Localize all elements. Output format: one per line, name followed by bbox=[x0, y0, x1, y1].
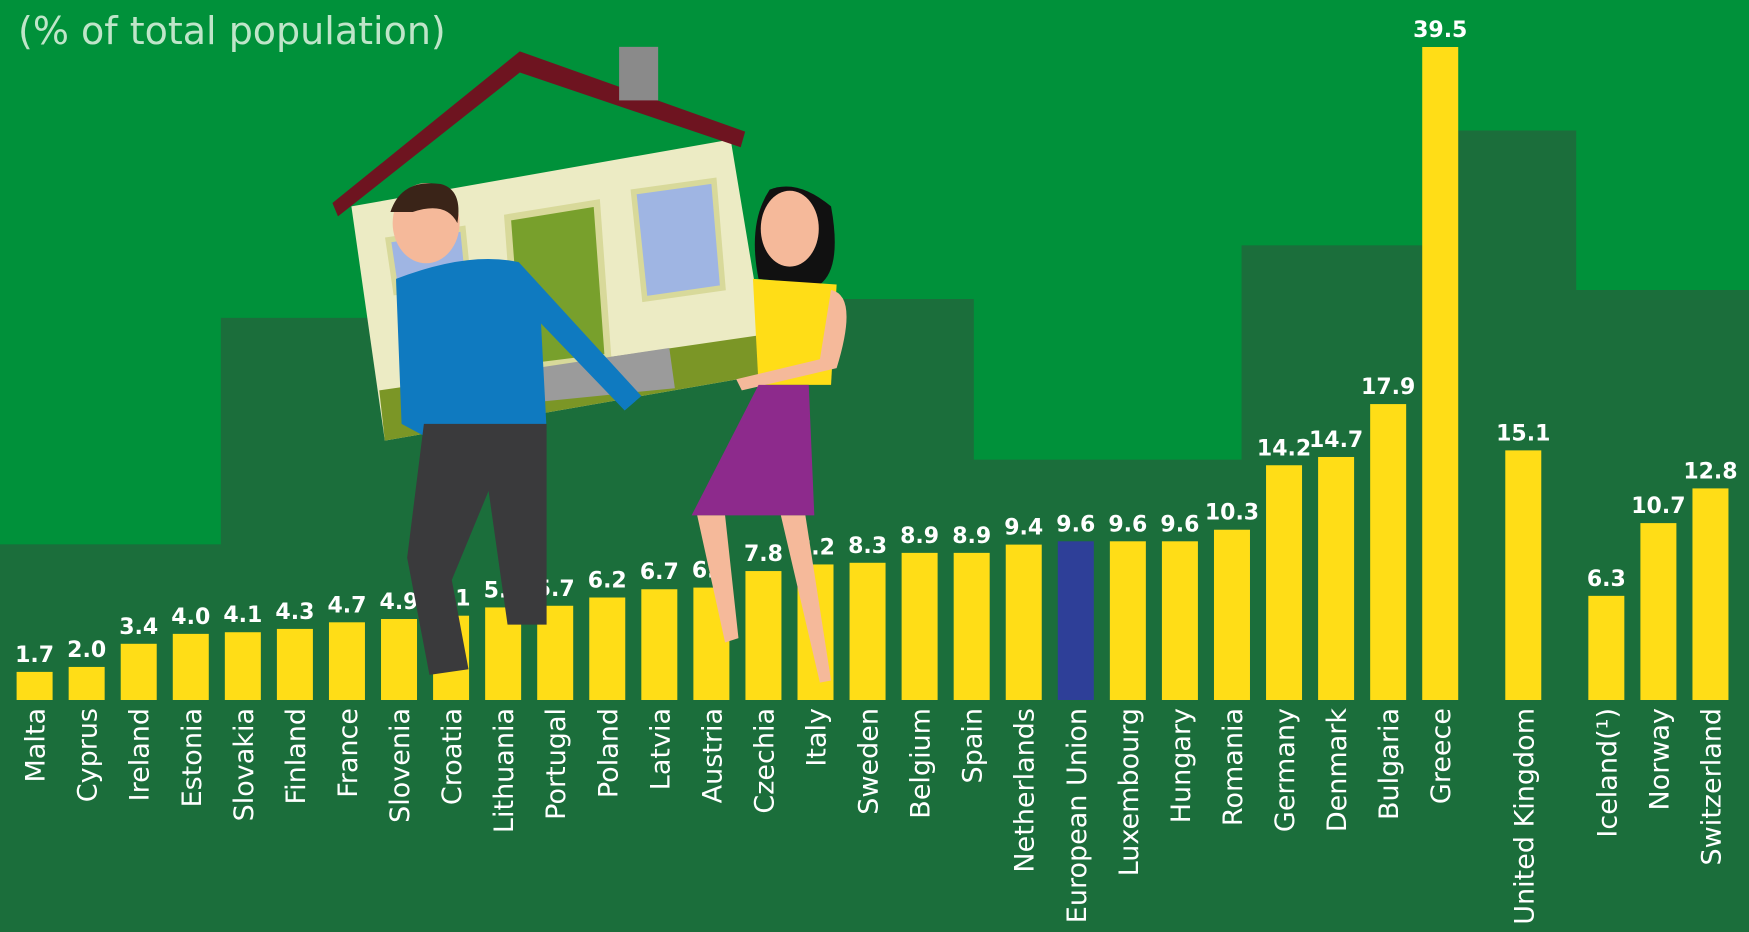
chart: (% of total population) 1.7 Malta 2.0 Cypru… bbox=[0, 0, 1749, 932]
bar bbox=[329, 622, 365, 700]
bar bbox=[1640, 523, 1676, 700]
x-tick-label: Estonia bbox=[177, 708, 208, 807]
value-label: 4.3 bbox=[275, 600, 314, 625]
x-tick-label: Switzerland bbox=[1696, 708, 1727, 866]
value-label: 4.7 bbox=[327, 593, 366, 618]
x-tick-label: United Kingdom bbox=[1509, 708, 1540, 925]
x-tick-label: European Union bbox=[1062, 708, 1093, 923]
value-label: 3.4 bbox=[119, 615, 158, 640]
x-tick-label: Portugal bbox=[541, 708, 572, 820]
value-label: 8.9 bbox=[952, 524, 991, 549]
x-tick-label: Slovakia bbox=[229, 708, 260, 821]
x-tick-label: Slovenia bbox=[385, 708, 416, 823]
x-tick-label: France bbox=[333, 708, 364, 798]
x-tick-label: Ireland bbox=[125, 708, 156, 801]
value-label: 9.6 bbox=[1056, 512, 1095, 537]
value-label: 15.1 bbox=[1496, 421, 1550, 446]
x-tick-label: Cyprus bbox=[73, 708, 104, 802]
bar bbox=[173, 634, 209, 700]
bar bbox=[17, 672, 53, 700]
value-label: 14.7 bbox=[1309, 428, 1363, 453]
bar bbox=[1588, 596, 1624, 700]
value-label: 6.3 bbox=[1587, 567, 1626, 592]
value-label: 2.0 bbox=[67, 638, 106, 663]
x-tick-label: Denmark bbox=[1322, 708, 1353, 832]
x-tick-label: Malta bbox=[21, 708, 52, 782]
bar bbox=[1058, 541, 1094, 700]
x-tick-label: Hungary bbox=[1166, 708, 1197, 823]
bar bbox=[277, 629, 313, 700]
bar bbox=[1318, 457, 1354, 700]
page: {"chart_data": {"type": "bar", "subtitle… bbox=[0, 0, 1749, 932]
value-label: 6.7 bbox=[640, 560, 679, 585]
value-label: 8.3 bbox=[848, 534, 887, 559]
x-tick-label: Austria bbox=[697, 708, 728, 803]
x-tick-label: Italy bbox=[802, 708, 833, 767]
x-tick-label: Poland bbox=[593, 708, 624, 798]
value-label: 8.9 bbox=[900, 524, 939, 549]
x-tick-label: Latvia bbox=[645, 708, 676, 790]
value-label: 4.1 bbox=[223, 603, 262, 628]
x-tick-label: Netherlands bbox=[1010, 708, 1041, 873]
x-tick-label: Spain bbox=[958, 708, 989, 783]
value-label: 9.4 bbox=[1004, 516, 1043, 541]
value-label: 10.7 bbox=[1631, 494, 1685, 519]
value-label: 4.0 bbox=[171, 605, 210, 630]
value-label: 7.8 bbox=[744, 542, 783, 567]
value-label: 9.6 bbox=[1108, 512, 1147, 537]
bar bbox=[1505, 450, 1541, 700]
subtitle: (% of total population) bbox=[18, 9, 446, 53]
x-tick-label: Bulgaria bbox=[1374, 708, 1405, 820]
bar bbox=[1266, 465, 1302, 700]
value-label: 17.9 bbox=[1361, 375, 1415, 400]
x-tick-label: Belgium bbox=[906, 708, 937, 819]
value-label: 1.7 bbox=[15, 643, 54, 668]
value-label: 14.2 bbox=[1257, 436, 1311, 461]
x-tick-label: Luxembourg bbox=[1114, 708, 1145, 876]
bar bbox=[381, 619, 417, 700]
x-tick-label: Germany bbox=[1270, 708, 1301, 832]
bar bbox=[1214, 530, 1250, 700]
value-label: 39.5 bbox=[1413, 18, 1467, 43]
x-tick-label: Lithuania bbox=[489, 708, 520, 833]
bar bbox=[902, 553, 938, 700]
bar bbox=[1370, 404, 1406, 700]
bar bbox=[1422, 47, 1458, 700]
x-tick-label: Greece bbox=[1426, 708, 1457, 804]
x-tick-label: Iceland(¹) bbox=[1592, 708, 1623, 838]
x-tick-label: Finland bbox=[281, 708, 312, 804]
bar bbox=[225, 632, 261, 700]
x-tick-label: Sweden bbox=[854, 708, 885, 815]
x-tick-label: Norway bbox=[1644, 708, 1675, 810]
bar bbox=[121, 644, 157, 700]
bar bbox=[1006, 545, 1042, 700]
value-label: 12.8 bbox=[1683, 459, 1737, 484]
bar bbox=[1110, 541, 1146, 700]
x-tick-label: Croatia bbox=[437, 708, 468, 805]
bar bbox=[1162, 541, 1198, 700]
bar bbox=[69, 667, 105, 700]
bar bbox=[1692, 488, 1728, 700]
value-label: 4.9 bbox=[380, 590, 419, 615]
bar bbox=[954, 553, 990, 700]
bar bbox=[589, 598, 625, 700]
value-label: 9.6 bbox=[1160, 512, 1199, 537]
bar bbox=[745, 571, 781, 700]
x-tick-label: Romania bbox=[1218, 708, 1249, 826]
bar bbox=[850, 563, 886, 700]
value-label: 6.2 bbox=[588, 569, 627, 594]
x-tick-label: Czechia bbox=[749, 708, 780, 814]
bar bbox=[641, 589, 677, 700]
value-label: 10.3 bbox=[1205, 501, 1259, 526]
